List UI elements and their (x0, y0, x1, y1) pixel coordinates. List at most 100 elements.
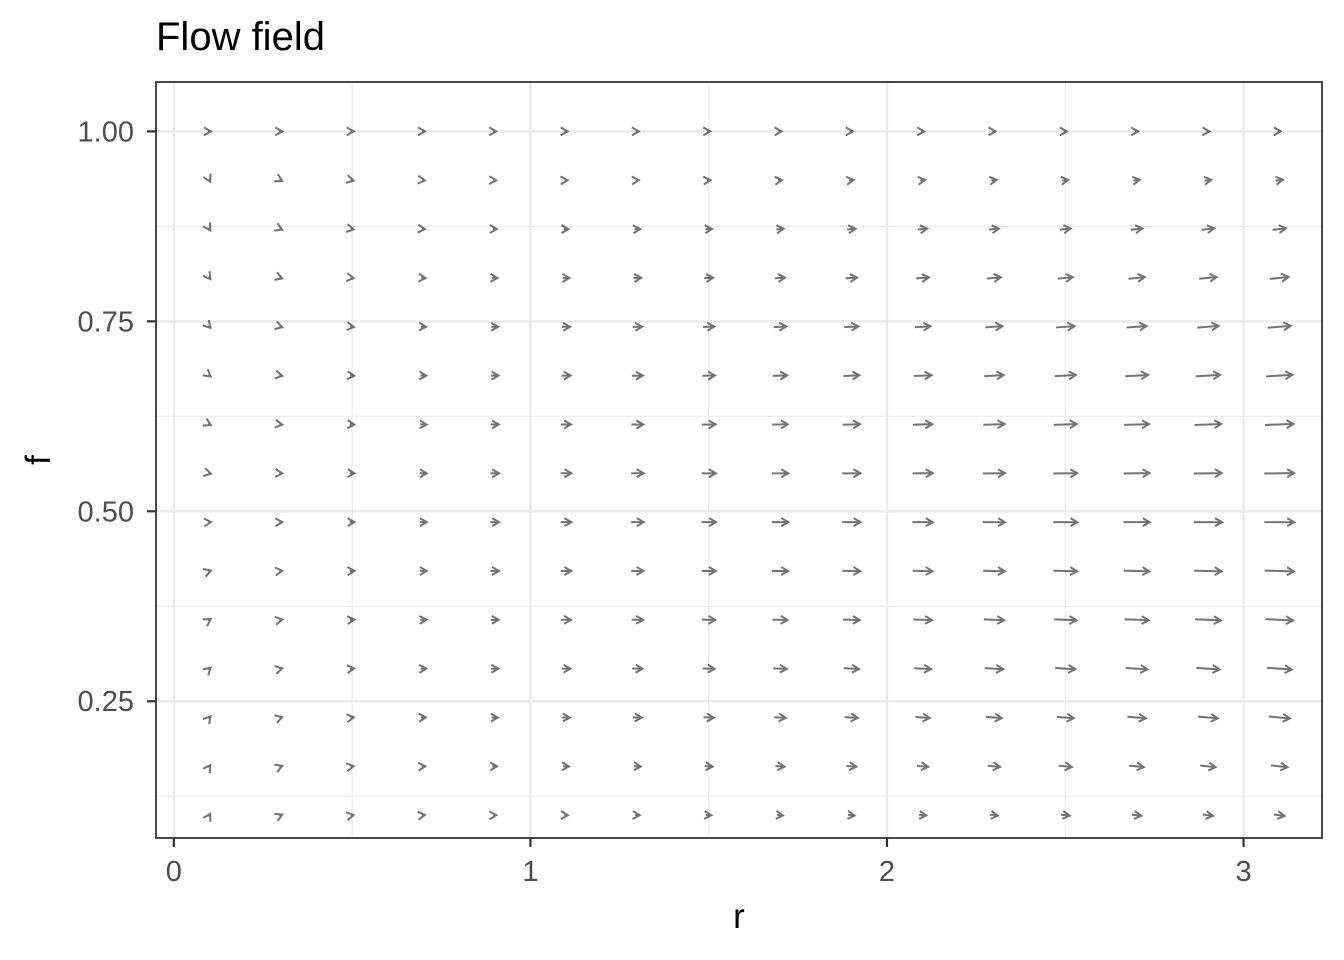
vector-arrow (1273, 810, 1287, 820)
vector-arrow (1128, 272, 1147, 283)
vector-arrow (490, 468, 502, 479)
vector-arrow (988, 224, 1001, 235)
vector-arrow (274, 126, 285, 137)
vector-arrow (1269, 272, 1291, 283)
vector-arrow (417, 761, 428, 772)
vector-arrow (419, 615, 429, 625)
vector-arrow (1264, 517, 1297, 528)
vector-arrow (912, 517, 935, 528)
vector-arrow (1124, 419, 1151, 430)
chart-title: Flow field (156, 15, 325, 59)
vector-arrow (631, 126, 641, 137)
vector-arrow (1202, 810, 1215, 820)
vector-arrow (703, 810, 714, 820)
vector-arrow (490, 321, 501, 332)
vector-arrow (845, 273, 860, 283)
vector-arrow (915, 712, 932, 723)
vector-arrow (1054, 615, 1079, 625)
vector-arrow (274, 369, 285, 380)
vector-arrow (985, 321, 1005, 332)
vector-arrow (703, 321, 717, 332)
vector-arrow (632, 321, 645, 332)
vector-arrow (1123, 468, 1152, 479)
vector-arrow (984, 370, 1006, 381)
vector-arrow (842, 468, 863, 479)
vector-arrow (988, 175, 999, 186)
vector-arrow (346, 419, 357, 430)
vector-arrow (917, 224, 930, 235)
vector-arrow (1193, 468, 1224, 479)
vector-arrow (561, 419, 574, 430)
vector-arrow (202, 417, 213, 427)
vector-arrow (1055, 321, 1077, 332)
vector-arrow (982, 517, 1008, 528)
vector-arrow (1126, 321, 1149, 332)
vector-arrow (772, 614, 790, 625)
vector-arrow (417, 810, 427, 821)
vector-arrow (987, 761, 1003, 772)
vector-arrow (773, 321, 789, 332)
vector-arrow (345, 174, 356, 184)
vector-arrow (1056, 712, 1076, 723)
vector-arrow (561, 614, 573, 625)
y-tick-label: 0.50 (78, 496, 134, 528)
vector-arrow (274, 517, 285, 528)
vector-arrow (913, 615, 934, 625)
vector-arrow (842, 615, 862, 625)
vector-arrow (1194, 566, 1224, 577)
vector-arrow (561, 761, 571, 772)
vector-arrow (419, 566, 429, 576)
vector-arrow (347, 468, 357, 479)
vector-arrow (912, 566, 935, 576)
vector-arrow (489, 224, 499, 234)
vector-arrow (1265, 615, 1295, 626)
vector-arrow (203, 467, 213, 477)
vector-arrow (771, 517, 791, 528)
vector-arrow (846, 761, 859, 772)
vector-arrow (274, 222, 285, 232)
vector-arrow (1054, 370, 1078, 381)
vector-arrow (561, 321, 573, 332)
vector-arrow (488, 175, 499, 185)
vector-arrow (1275, 175, 1285, 186)
vector-arrow (1195, 370, 1223, 381)
vector-arrow (775, 761, 787, 772)
vector-arrow (345, 272, 356, 282)
vector-arrow (983, 615, 1007, 625)
vector-arrow (490, 614, 501, 625)
vector-arrow (844, 712, 860, 723)
vector-arrow (1197, 712, 1220, 723)
vector-arrow (346, 664, 357, 674)
vector-arrow (202, 568, 213, 578)
vector-arrow (842, 419, 863, 430)
vector-arrow (1268, 713, 1292, 723)
vector-arrow (202, 222, 212, 233)
vector-arrow (1131, 810, 1144, 820)
vector-arrow (1196, 664, 1222, 674)
vector-arrow (202, 319, 212, 330)
vector-arrow (631, 175, 641, 186)
vector-arrow (773, 663, 789, 674)
vector-arrow (1058, 761, 1074, 772)
vector-arrow (986, 273, 1003, 283)
vector-arrow (1194, 419, 1224, 430)
vector-arrow (203, 517, 213, 528)
vector-arrow (1127, 712, 1148, 723)
vector-arrow (274, 566, 285, 577)
vector-arrow (1200, 761, 1218, 772)
vector-arrow (632, 810, 642, 820)
y-tick-label: 0.75 (78, 306, 134, 338)
vector-arrow (913, 370, 934, 381)
vector-arrow (703, 712, 716, 723)
vector-arrow (1272, 224, 1288, 234)
vector-arrow (202, 271, 212, 281)
vector-arrow (772, 419, 790, 430)
x-tick-label: 0 (166, 856, 182, 888)
vector-arrow (202, 617, 213, 627)
vector-arrow (704, 273, 716, 283)
vector-arrow (489, 272, 500, 283)
y-axis: 0.25 0.50 0.75 1.00 (78, 116, 156, 718)
vector-arrow (701, 419, 718, 430)
vector-arrow (1123, 517, 1152, 528)
